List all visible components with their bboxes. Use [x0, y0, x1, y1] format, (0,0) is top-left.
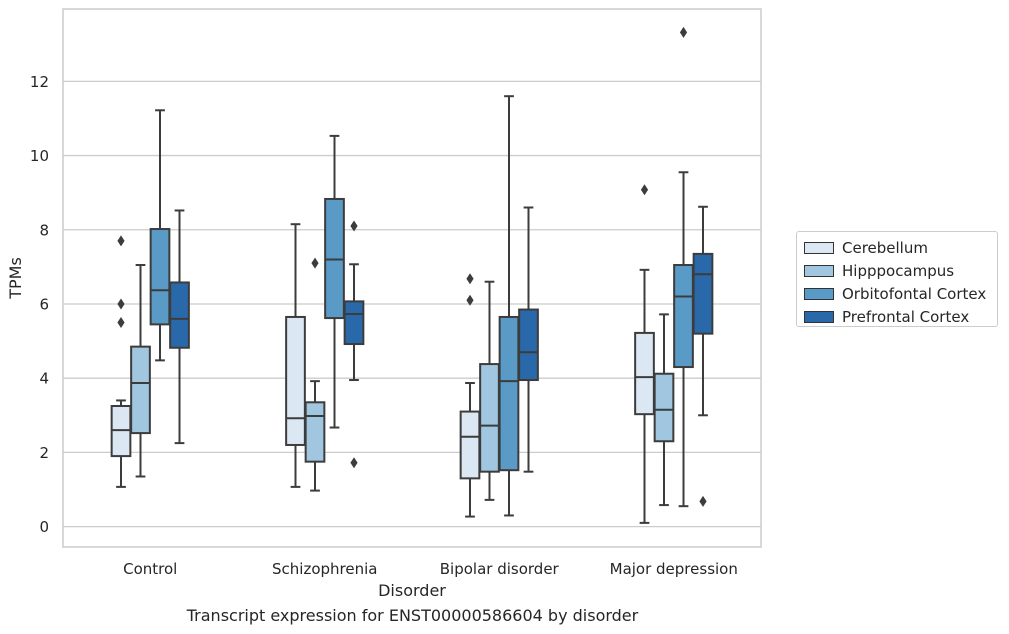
legend-item: Orbitofontal Cortex	[804, 282, 997, 305]
box-prefrontal-cortex-2	[518, 206, 539, 473]
y-tick-label: 4	[39, 370, 49, 388]
box-cerebellum-0	[110, 235, 132, 488]
outlier-point	[350, 457, 358, 469]
outlier-point	[117, 317, 125, 329]
box-body	[653, 372, 675, 443]
x-tick-label: Major depression	[610, 560, 738, 578]
box-body	[169, 281, 190, 349]
legend-swatch	[804, 264, 834, 277]
box-hipppocampus-1	[304, 257, 326, 492]
box-orbitofontal-cortex-3	[673, 26, 694, 508]
box-orbitofontal-cortex-1	[324, 134, 345, 429]
y-tick-label: 10	[30, 147, 49, 165]
legend-item: Cerebellum	[804, 236, 997, 259]
legend-item: Hipppocampus	[804, 259, 997, 282]
box-body	[130, 345, 151, 435]
box-body	[304, 401, 326, 463]
y-tick-label: 0	[39, 518, 49, 536]
box-prefrontal-cortex-1	[343, 220, 365, 469]
box-orbitofontal-cortex-2	[498, 95, 520, 517]
box-prefrontal-cortex-3	[692, 205, 714, 507]
box-hipppocampus-2	[479, 280, 500, 501]
box-hipppocampus-3	[653, 313, 675, 507]
y-tick-label: 2	[39, 444, 49, 462]
legend-swatch	[804, 241, 834, 254]
legend-label: Hipppocampus	[842, 261, 955, 280]
legend-label: Orbitofontal Cortex	[842, 284, 987, 303]
outlier-point	[466, 294, 474, 306]
legend-item: Prefrontal Cortex	[804, 305, 997, 328]
legend: Cerebellum Hipppocampus Orbitofontal Corte…	[796, 231, 998, 327]
chart-caption: Transcript expression for ENST0000058660…	[186, 606, 639, 625]
x-tick-label: Bipolar disorder	[440, 560, 560, 578]
box-hipppocampus-0	[130, 264, 151, 478]
outlier-point	[640, 184, 649, 196]
box-orbitofontal-cortex-0	[149, 109, 171, 362]
x-tick-label: Schizophrenia	[272, 560, 377, 578]
box-cerebellum-3	[634, 184, 655, 524]
outlier-point	[699, 495, 707, 507]
outlier-point	[117, 298, 125, 310]
box-body	[518, 308, 539, 382]
legend-swatch	[804, 310, 834, 323]
box-body	[498, 315, 520, 472]
outlier-point	[466, 273, 474, 285]
box-body	[634, 331, 655, 416]
box-body	[673, 264, 694, 369]
x-tick-label: Control	[123, 560, 177, 578]
y-tick-label: 8	[39, 221, 49, 239]
box-body	[459, 410, 481, 480]
box-body	[479, 363, 500, 473]
box-cerebellum-1	[285, 223, 306, 488]
y-tick-label: 6	[39, 295, 49, 313]
box-body	[343, 300, 365, 346]
outlier-point	[117, 235, 125, 247]
box-body	[692, 252, 714, 335]
y-tick-label: 12	[30, 73, 49, 91]
box-prefrontal-cortex-0	[169, 209, 190, 445]
box-body	[285, 315, 306, 446]
outlier-point	[679, 26, 688, 38]
legend-label: Prefrontal Cortex	[842, 307, 970, 326]
y-axis-label: TPMs	[6, 257, 25, 300]
x-axis-label: Disorder	[378, 581, 446, 600]
legend-swatch	[804, 287, 834, 300]
outlier-point	[350, 220, 358, 232]
box-body	[149, 228, 171, 326]
legend-label: Cerebellum	[842, 238, 928, 257]
outlier-point	[311, 257, 319, 269]
